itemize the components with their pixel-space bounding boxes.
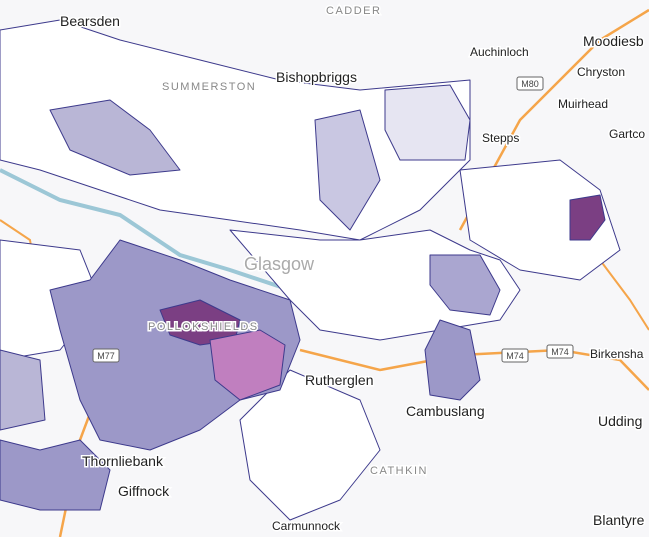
place-label: Auchinloch (470, 45, 529, 59)
road-shield (546, 344, 574, 359)
road-shield (501, 348, 529, 363)
place-label: Udding (598, 413, 642, 429)
place-label: CADDER (326, 5, 381, 17)
road-label: M74 (551, 347, 569, 357)
place-label: Glasgow (244, 254, 315, 274)
road-shield (92, 348, 120, 363)
place-label: Blantyre (593, 512, 645, 528)
place-label: Thornliebank (82, 453, 164, 469)
place-label: Cambuslang (406, 403, 485, 419)
road-label: M74 (506, 351, 524, 361)
place-label: POLLOKSHIELDS (148, 321, 259, 333)
place-label: Carmunnock (272, 519, 341, 533)
place-label: Giffnock (118, 483, 170, 499)
place-label: Muirhead (558, 97, 608, 111)
place-label: Gartco (609, 127, 645, 141)
road-label: M80 (521, 79, 539, 89)
place-label: Rutherglen (305, 372, 374, 388)
place-labels: Bearsden CADDER Bishopbriggs Auchinloch … (59, 4, 647, 535)
place-label: Moodiesb (583, 33, 644, 49)
place-label: Birkensha (590, 347, 644, 361)
place-label: CATHKIN (370, 465, 428, 477)
place-label: Chryston (577, 65, 625, 79)
road-shields: M80 M77 M74 M74 (92, 76, 574, 363)
place-label: Bearsden (60, 13, 120, 29)
place-label: SUMMERSTON (162, 81, 256, 93)
place-label: Stepps (482, 131, 519, 145)
shaded-regions (0, 84, 606, 511)
road-label: M77 (97, 351, 115, 361)
road-shield (516, 76, 544, 91)
place-label: Bishopbriggs (276, 69, 357, 85)
